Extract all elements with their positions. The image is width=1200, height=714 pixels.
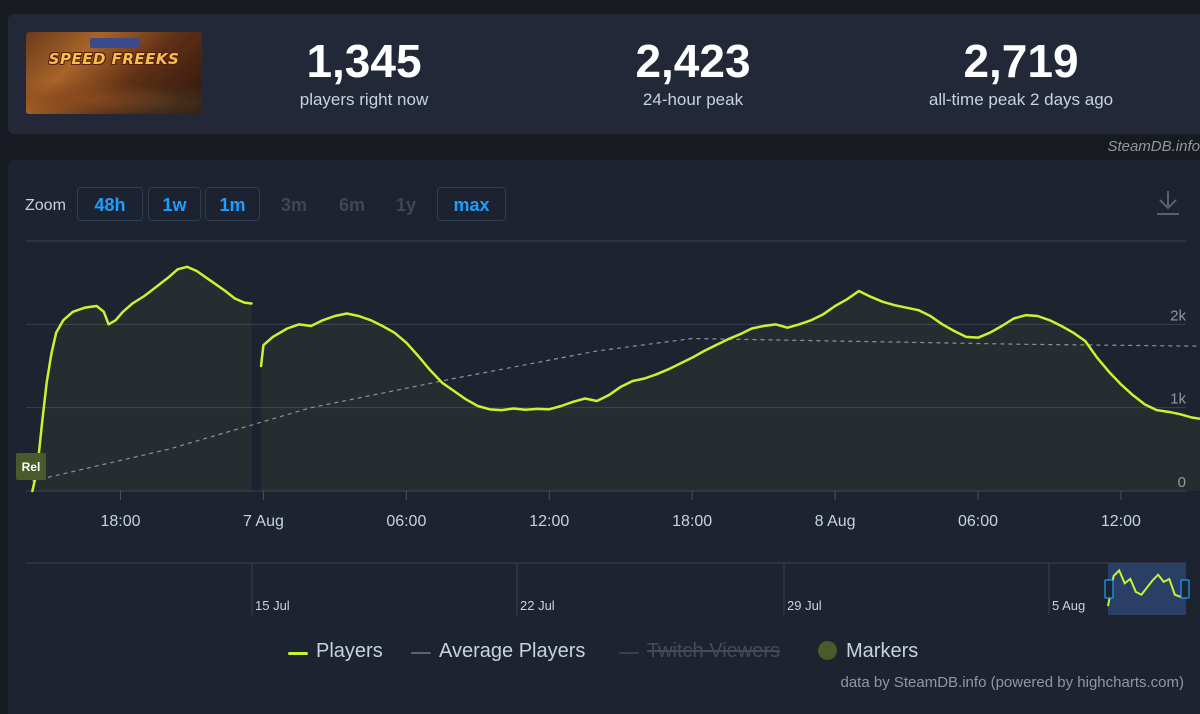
navigator-date-label: 15 Jul <box>255 598 290 613</box>
players-line <box>259 289 1200 420</box>
legend-swatch-players <box>288 652 308 655</box>
players-area <box>261 291 1200 491</box>
release-marker <box>15 453 46 480</box>
players-area <box>32 266 252 491</box>
chart-legend: Players Average Players Twitch Viewers M… <box>8 640 1200 670</box>
x-tick-label: 18:00 <box>100 513 140 530</box>
legend-label: Players <box>316 640 383 662</box>
release-marker-label: Rel <box>22 460 41 474</box>
zoom-1w-button[interactable]: 1w <box>148 187 201 221</box>
zoom-48h-button[interactable]: 48h <box>77 187 143 221</box>
navigator-date-label: 5 Aug <box>1052 598 1085 613</box>
game-logo[interactable]: SPEED FREEKS <box>26 32 202 114</box>
zoom-1m-button[interactable]: 1m <box>205 187 260 221</box>
legend-label: Twitch Viewers <box>647 640 781 662</box>
navigator-handle <box>1180 579 1190 599</box>
navigator-series-line <box>1107 568 1187 607</box>
steamdb-credit-link[interactable]: SteamDB.info <box>1107 138 1200 155</box>
stat-players-now: 1,345 players right now <box>244 36 484 110</box>
chart-panel: Zoom 48h 1w 1m 3m 6m 1y max Players Aver… <box>8 160 1200 714</box>
stat-label: 24-hour peak <box>642 90 744 109</box>
average-players-line <box>32 337 1200 482</box>
zoom-3m-button[interactable]: 3m <box>280 195 307 215</box>
stat-value: 2,423 <box>635 35 751 87</box>
legend-swatch-twitch <box>619 652 639 654</box>
y-tick-label: 0 <box>1178 474 1186 491</box>
stat-24h-peak: 2,423 24-hour peak <box>573 36 813 110</box>
y-tick-label: 2k <box>1170 307 1186 324</box>
legend-label: Average Players <box>439 640 586 662</box>
logo-badge <box>90 38 140 48</box>
zoom-6m-button[interactable]: 6m <box>338 195 365 215</box>
logo-title: SPEED FREEKS <box>48 50 180 68</box>
zoom-max-button[interactable]: max <box>437 187 506 221</box>
y-tick-label: 1k <box>1170 391 1186 408</box>
stat-label: all-time peak 2 days ago <box>928 90 1114 109</box>
x-tick-label: 18:00 <box>672 513 712 530</box>
x-tick-label: 12:00 <box>1101 513 1141 530</box>
navigator-date-label: 22 Jul <box>520 598 555 613</box>
legend-label: Markers <box>846 640 919 662</box>
x-tick-label: 06:00 <box>958 513 998 530</box>
legend-swatch-markers <box>818 641 837 660</box>
x-tick-label: 7 Aug <box>243 513 284 530</box>
navigator-date-label: 29 Jul <box>787 598 822 613</box>
stat-label: players right now <box>299 90 429 109</box>
stat-value: 1,345 <box>306 35 422 87</box>
highcharts-credit[interactable]: data by SteamDB.info (powered by highcha… <box>840 674 1185 691</box>
zoom-label: Zoom <box>25 197 66 214</box>
navigator-handle <box>1104 579 1114 599</box>
x-tick-label: 06:00 <box>386 513 426 530</box>
stats-header: SPEED FREEKS 1,345 players right now 2,4… <box>8 14 1200 134</box>
download-icon[interactable] <box>1155 189 1181 217</box>
zoom-1y-button[interactable]: 1y <box>395 195 417 215</box>
stat-value: 2,719 <box>963 35 1079 87</box>
x-tick-label: 12:00 <box>529 513 569 530</box>
stat-all-time-peak: 2,719 all-time peak 2 days ago <box>876 36 1166 110</box>
logo-artwork <box>26 78 202 114</box>
legend-swatch-average <box>411 652 431 654</box>
players-line <box>31 265 253 493</box>
x-tick-label: 8 Aug <box>815 513 856 530</box>
